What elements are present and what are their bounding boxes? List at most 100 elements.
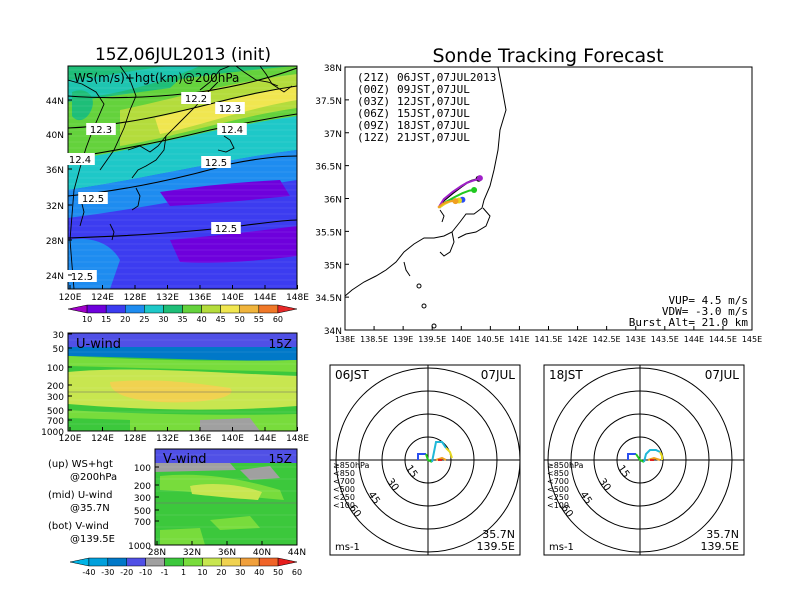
polar-left-levels: ≥850hPa<850<700<500<250<100 — [333, 461, 370, 510]
uwind-label: U-wind — [76, 337, 121, 352]
level-label: <250 — [333, 493, 355, 502]
lon-tick-label: 136E — [189, 293, 212, 303]
level-label: <100 — [547, 501, 569, 510]
legend-time: 21JST,07JUL — [397, 131, 470, 144]
ws-colorbar-label: 30 — [158, 315, 168, 324]
track-lat-ticks: 38N 37.5N 37N 36.5N 36N 35.5N 35N 34.5N 34N — [315, 64, 349, 337]
legend-time: 15JST,07JUL — [397, 107, 470, 120]
wind-colorbar-label: -30 — [101, 568, 114, 577]
pressure-tick-label: 100 — [47, 364, 64, 374]
contour-label: 12.5 — [215, 224, 237, 235]
track-series — [437, 175, 483, 209]
lon-tick-label: 140.5E — [476, 335, 504, 344]
lon-tick-label: 140E — [221, 434, 244, 444]
ws-colorbar-swatch — [105, 304, 126, 314]
lat-tick-label: 36N — [324, 196, 342, 206]
pressure-tick-label: 100 — [134, 464, 151, 474]
contour-label: 12.5 — [82, 194, 104, 205]
contour-label: 12.5 — [205, 158, 227, 169]
contour-label: 12.5 — [71, 272, 93, 283]
ws-colorbar-label: 20 — [120, 315, 130, 324]
note-bot-b: @139.5E — [70, 534, 115, 545]
pressure-tick-label: 30 — [53, 331, 65, 341]
legend-code: (12Z) — [357, 131, 390, 144]
contour-label-box — [78, 192, 108, 204]
wind-colorbar-swatch — [202, 557, 222, 567]
level-label: <100 — [333, 501, 355, 510]
wind-colorbar-label: -20 — [120, 568, 133, 577]
lon-tick-label: 144E — [254, 434, 277, 444]
lat-tick-label: 34N — [324, 327, 342, 337]
lon-tick-label: 148E — [286, 293, 309, 303]
ws-colorbar-swatch — [86, 304, 107, 314]
legend-code: (00Z) — [357, 83, 390, 96]
lon-tick-label: 120E — [59, 434, 82, 444]
stat-vdw: VDW= -3.0 m/s — [662, 305, 748, 318]
contour-label: 12.4 — [69, 155, 91, 166]
track-end-point — [471, 187, 478, 193]
lat-tick-label: 38N — [324, 64, 342, 74]
level-label: <250 — [547, 493, 569, 502]
polar-right-lat: 35.7N — [706, 528, 739, 541]
lon-tick-label: 142.5E — [593, 335, 621, 344]
contour-label-box — [217, 123, 247, 135]
vwind-time: 15Z — [269, 452, 293, 466]
polar-left-hodograph — [417, 441, 453, 463]
ws-colorbar-swatch — [220, 304, 240, 314]
lon-tick-label: 140E — [451, 335, 471, 344]
level-label: <700 — [547, 477, 569, 486]
map-lon-ticks: 120E 124E 128E 132E 136E 140E 144E 148E — [59, 285, 309, 303]
lat-tick-label: 28N — [148, 548, 166, 558]
lon-tick-label: 144E — [684, 335, 704, 344]
lat-tick-label: 32N — [183, 548, 201, 558]
lat-tick-label: 37N — [324, 130, 342, 140]
stat-vup: VUP= 4.5 m/s — [669, 294, 748, 307]
lat-tick-label: 35N — [324, 261, 342, 271]
pressure-tick-label: 200 — [134, 482, 151, 492]
wind-colorbar-label: 30 — [235, 568, 245, 577]
uwind-time: 15Z — [269, 337, 293, 351]
wind-colorbar-swatch — [258, 557, 279, 567]
pressure-tick-label: 500 — [47, 407, 64, 417]
lon-tick-label: 132E — [156, 293, 179, 303]
contour-label-box — [181, 92, 211, 104]
polar-right-hodograph — [627, 449, 663, 463]
wind-colorbar-swatch — [145, 557, 165, 567]
wind-colorbar-label: 40 — [254, 568, 264, 577]
ws-colorbar-swatch — [125, 304, 145, 314]
ws-colorbar-label: 15 — [101, 315, 111, 324]
wind-colorbar-swatch — [221, 557, 241, 567]
contour-labels: 12.2 12.3 12.3 12.4 12.4 12.5 12.5 12.5 12.5 — [65, 92, 247, 283]
contour-label-box — [211, 222, 241, 234]
ws-colorbar-swatch — [258, 304, 279, 314]
lat-tick-label: 37.5N — [315, 97, 342, 107]
wind-colorbar-swatch — [126, 557, 146, 567]
vwind-label: V-wind — [163, 452, 207, 467]
ws-colorbar-label: 25 — [139, 315, 149, 324]
right-title: Sonde Tracking Forecast — [432, 45, 663, 67]
level-label: <850 — [333, 469, 355, 478]
legend-code: (06Z) — [357, 107, 390, 120]
legend-code: (03Z) — [357, 95, 390, 108]
pressure-tick-label: 700 — [47, 417, 64, 427]
polar-right-time: 18JST — [549, 368, 583, 382]
contour-label: 12.3 — [219, 104, 241, 115]
wind-colorbar-label: 50 — [273, 568, 283, 577]
lon-tick-label: 144E — [254, 293, 277, 303]
legend-code: (09Z) — [357, 119, 390, 132]
wind-colorbar-label: -40 — [82, 568, 95, 577]
level-label: <850 — [547, 469, 569, 478]
lat-tick-label: 34.5N — [315, 294, 342, 304]
pressure-tick-label: 700 — [134, 518, 151, 528]
level-label: <700 — [333, 477, 355, 486]
lat-tick-label: 32N — [46, 202, 64, 212]
note-mid-a: (mid) U-wind — [48, 490, 112, 501]
track-map-panel: 38N 37.5N 37N 36.5N 36N 35.5N 35N 34.5N 34N 138E… — [315, 64, 762, 344]
panel-notes: (up) WS+hgt @200hPa (mid) U-wind @35.7N … — [48, 459, 117, 545]
wind-colorbar-swatch — [240, 557, 260, 567]
lat-tick-label: 40N — [253, 548, 271, 558]
wind-colorbar-label: 20 — [216, 568, 226, 577]
wind-colorbar-label: 10 — [197, 568, 207, 577]
